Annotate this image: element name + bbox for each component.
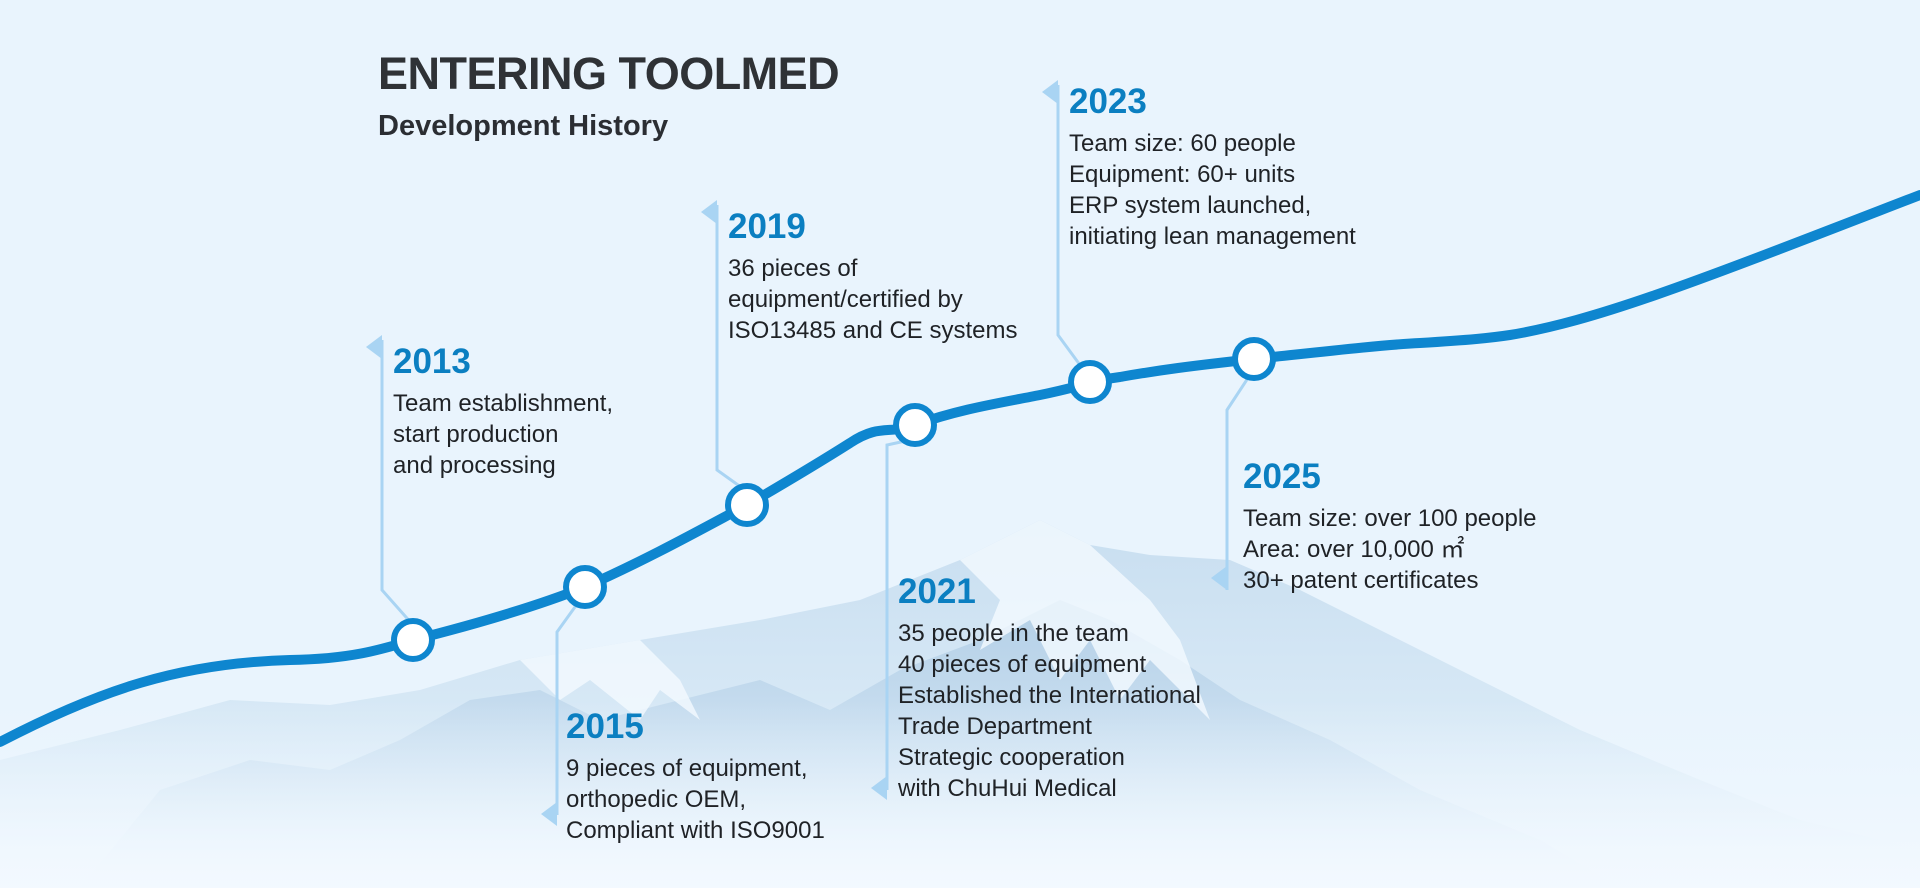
- milestone-description-line: 35 people in the team: [898, 620, 1129, 647]
- leader-line-2025: [1225, 377, 1250, 590]
- milestone-year: 2023: [1069, 82, 1147, 121]
- milestone-2019: 2019 36 pieces of equipment/certified by IS…: [728, 205, 1017, 346]
- milestone-description-line: Strategic cooperation: [898, 744, 1125, 771]
- mountain-snow-highlights: [520, 520, 1210, 720]
- milestone-description-line: initiating lean management: [1069, 223, 1356, 250]
- milestone-2025: 2025 Team size: over 100 people Area: over…: [1243, 455, 1537, 596]
- leader-line-2023: [1056, 85, 1082, 366]
- flag-marker-2021: [871, 776, 887, 800]
- milestone-description-line: 40 pieces of equipment: [898, 651, 1147, 678]
- milestone-description-line: 9 pieces of equipment,: [566, 755, 808, 782]
- milestone-description-line: Established the International: [898, 682, 1201, 709]
- milestone-description-line: Trade Department: [898, 713, 1092, 740]
- milestone-description-line: start production: [393, 421, 559, 448]
- milestone-description-line: with ChuHui Medical: [898, 775, 1117, 802]
- flag-marker-2019: [701, 200, 717, 224]
- flag-marker-2015: [541, 802, 557, 826]
- milestone-description-line: Equipment: 60+ units: [1069, 161, 1296, 188]
- milestone-2023: 2023 Team size: 60 people Equipment: 60+ u…: [1069, 80, 1356, 252]
- milestone-year: 2025: [1243, 457, 1321, 496]
- timeline-node-2019: [725, 483, 769, 527]
- milestone-description-line: ERP system launched,: [1069, 192, 1312, 219]
- milestone-description-line: Area: over 10,000 ㎡: [1243, 536, 1465, 563]
- milestone-year: 2019: [728, 207, 806, 246]
- milestone-2013: 2013 Team establishment, start production a…: [393, 340, 613, 481]
- timeline-node-2013: [391, 618, 435, 662]
- timeline-node-2023: [1068, 360, 1112, 404]
- page-subtitle: Development History: [378, 110, 669, 142]
- milestone-year: 2021: [898, 572, 976, 611]
- milestone-description-line: 30+ patent certificates: [1243, 567, 1479, 594]
- milestone-description-line: Compliant with ISO9001: [566, 817, 825, 844]
- milestone-year: 2013: [393, 342, 471, 381]
- flag-marker-2013: [366, 335, 382, 359]
- milestone-description-line: 36 pieces of: [728, 255, 858, 282]
- milestone-description-line: and processing: [393, 452, 556, 479]
- milestone-description-line: ISO13485 and CE systems: [728, 317, 1018, 344]
- page-title: ENTERING TOOLMED: [378, 48, 840, 99]
- leader-line-2015: [555, 599, 582, 815]
- flag-marker-2025: [1211, 566, 1227, 590]
- milestone-description-line: Team establishment,: [393, 390, 614, 417]
- milestone-description-line: Team size: 60 people: [1069, 130, 1296, 157]
- timeline-node-2025: [1232, 337, 1276, 381]
- timeline-node-2021: [893, 403, 937, 447]
- milestone-year: 2015: [566, 707, 644, 746]
- mountain-fade: [0, 700, 1920, 888]
- milestone-2015: 2015 9 pieces of equipment, orthopedic OEM…: [566, 705, 825, 846]
- milestone-description-line: equipment/certified by: [728, 286, 963, 313]
- flag-marker-2023: [1042, 80, 1058, 104]
- leader-line-2013: [380, 340, 415, 626]
- milestone-description-line: Team size: over 100 people: [1243, 505, 1537, 532]
- milestone-description-line: orthopedic OEM,: [566, 786, 747, 813]
- milestone-2021: 2021 35 people in the team 40 pieces of eq…: [898, 570, 1201, 804]
- timeline-node-2015: [563, 565, 607, 609]
- leader-line-2019: [715, 205, 746, 492]
